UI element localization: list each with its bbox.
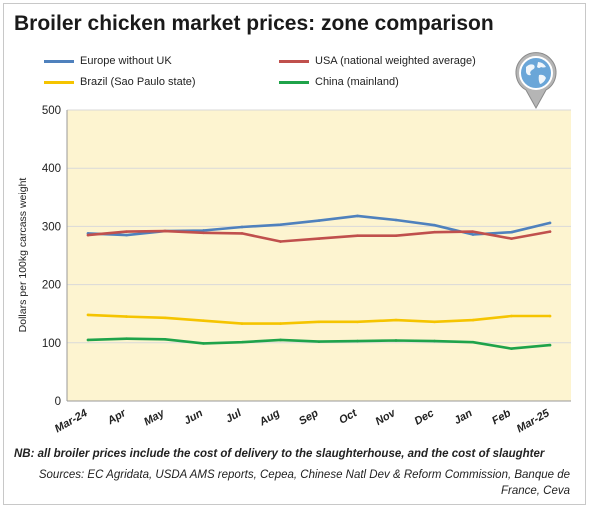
data-point-china-mainland [202,342,205,345]
data-point-europe-without-uk [279,223,282,226]
legend-item-europe: Europe without UK [44,55,172,67]
data-point-china-mainland [86,338,90,342]
globe-pin-icon [515,52,557,110]
x-tick-label: Oct [337,407,360,427]
data-point-usa-national-weighted-average [548,230,552,233]
data-point-brazil-sao-paulo-state [86,313,90,317]
data-point-brazil-sao-paulo-state [548,314,552,318]
data-point-china-mainland [240,340,244,344]
data-point-brazil-sao-paulo-state [317,320,321,324]
data-point-china-mainland [471,340,475,344]
data-point-usa-national-weighted-average [471,230,475,233]
data-point-europe-without-uk [240,225,244,229]
data-point-usa-national-weighted-average [394,234,398,238]
data-point-china-mainland [433,339,436,343]
data-point-china-mainland [317,340,321,343]
footnote: NB: all broiler prices include the cost … [14,448,545,460]
data-point-china-mainland [163,338,167,341]
x-tick-label: Mar-25 [515,407,552,436]
data-point-brazil-sao-paulo-state [125,315,128,318]
x-tick-label: Dec [413,407,436,427]
legend-label-brazil: Brazil (Sao Paulo state) [80,76,196,88]
y-tick-label: 200 [42,280,61,292]
legend-swatch-brazil [44,80,74,84]
y-tick-label: 300 [42,221,61,233]
x-tick-label: Jan [452,407,475,427]
legend-label-china: China (mainland) [315,76,399,88]
data-point-usa-national-weighted-average [317,237,321,240]
data-point-usa-national-weighted-average [240,232,244,235]
data-point-brazil-sao-paulo-state [240,322,244,325]
y-axis-title: Dollars per 100kg carcass weight [17,178,29,333]
data-point-brazil-sao-paulo-state [433,320,436,324]
data-point-usa-national-weighted-average [279,240,282,243]
data-point-china-mainland [125,337,128,341]
chart-title: Broiler chicken market prices: zone comp… [14,12,494,35]
data-point-brazil-sao-paulo-state [163,316,167,320]
x-tick-label: May [142,407,167,429]
sources-text: Sources: EC Agridata, USDA AMS reports, … [38,469,570,497]
y-tick-label: 100 [42,338,61,350]
x-tick-label: Mar-24 [53,407,90,435]
data-point-europe-without-uk [202,229,205,232]
data-point-brazil-sao-paulo-state [202,319,205,322]
data-point-europe-without-uk [125,233,128,237]
plot-area [67,110,571,401]
data-point-usa-national-weighted-average [86,233,90,237]
y-tick-label: 500 [42,105,61,117]
y-tick-label: 400 [42,163,61,175]
data-point-brazil-sao-paulo-state [279,322,282,325]
data-point-europe-without-uk [317,219,321,222]
legend-label-europe: Europe without UK [80,55,172,67]
data-point-china-mainland [510,347,513,350]
x-tick-label: Jul [224,407,245,426]
legend-item-brazil: Brazil (Sao Paulo state) [44,76,196,88]
legend-swatch-europe [44,59,74,63]
data-point-china-mainland [356,339,359,343]
legend-swatch-usa [279,59,309,63]
data-point-usa-national-weighted-average [433,230,436,234]
legend-label-usa: USA (national weighted average) [315,55,476,67]
x-tick-label: Aug [257,407,283,429]
x-tick-label: Apr [105,407,129,428]
data-point-europe-without-uk [356,214,359,218]
data-point-china-mainland [394,339,398,342]
data-point-europe-without-uk [471,233,475,236]
x-tick-label: Jun [182,407,205,427]
y-tick-label: 0 [55,396,61,408]
data-point-brazil-sao-paulo-state [356,320,359,324]
data-point-europe-without-uk [433,223,436,227]
x-tick-label: Feb [490,407,513,427]
data-point-brazil-sao-paulo-state [394,318,398,322]
data-point-europe-without-uk [394,218,398,222]
data-point-china-mainland [548,343,552,347]
legend-item-usa: USA (national weighted average) [279,55,476,67]
data-point-brazil-sao-paulo-state [510,314,513,318]
x-tick-label: Sep [297,407,321,428]
data-point-europe-without-uk [510,230,513,234]
data-point-brazil-sao-paulo-state [471,318,475,322]
data-point-usa-national-weighted-average [510,237,513,240]
data-point-usa-national-weighted-average [202,231,205,235]
legend-item-china: China (mainland) [279,76,399,88]
data-point-europe-without-uk [548,221,552,225]
legend-swatch-china [279,80,309,84]
data-point-china-mainland [279,338,282,342]
data-point-usa-national-weighted-average [125,230,128,233]
data-point-usa-national-weighted-average [163,229,167,233]
data-point-usa-national-weighted-average [356,234,359,238]
x-tick-label: Nov [374,407,399,428]
